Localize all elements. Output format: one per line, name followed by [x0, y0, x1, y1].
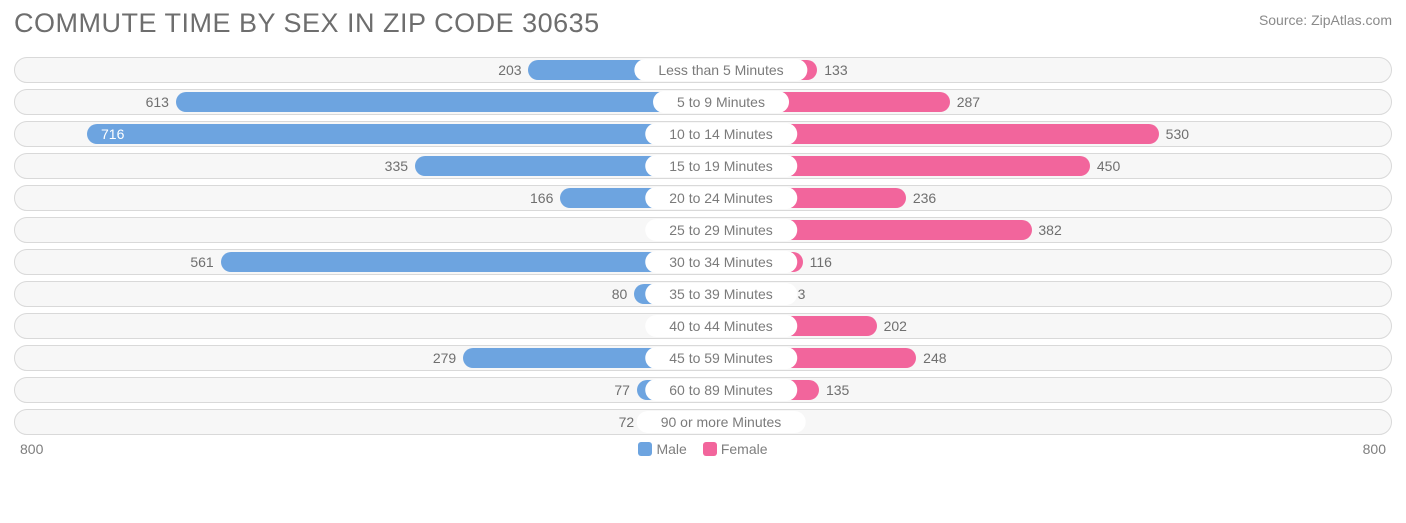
male-half: 3	[15, 314, 703, 338]
male-value: 561	[190, 250, 213, 274]
category-pill: 45 to 59 Minutes	[645, 347, 797, 369]
bar-row: 335 450 15 to 19 Minutes	[14, 153, 1392, 179]
male-bar	[176, 92, 703, 112]
bar-row: 716 530 10 to 14 Minutes	[14, 121, 1392, 147]
male-half: 203	[15, 58, 703, 82]
male-bar	[87, 124, 703, 144]
female-half: 202	[703, 314, 1391, 338]
bar-rows: 203 133 Less than 5 Minutes 613 287 5 to 9 Mi…	[14, 57, 1392, 435]
category-pill: 25 to 29 Minutes	[645, 219, 797, 241]
legend: Male Female	[638, 441, 767, 457]
male-half: 716	[15, 122, 703, 146]
bar-row: 77 135 60 to 89 Minutes	[14, 377, 1392, 403]
male-bar	[221, 252, 703, 272]
male-value: 77	[614, 378, 630, 402]
male-half: 27	[15, 218, 703, 242]
bar-row: 3 202 40 to 44 Minutes	[14, 313, 1392, 339]
axis-max-left: 800	[20, 441, 43, 457]
female-value: 248	[923, 346, 946, 370]
source-label: Source: ZipAtlas.com	[1259, 12, 1392, 28]
bar-row: 80 9335 to 39 Minutes	[14, 281, 1392, 307]
female-half: 382	[703, 218, 1391, 242]
chart-title: Commute Time By Sex in Zip Code 30635	[14, 8, 600, 39]
male-value: 716	[101, 122, 124, 146]
male-value: 335	[385, 154, 408, 178]
female-value: 287	[957, 90, 980, 114]
female-value: 236	[913, 186, 936, 210]
bar-row: 561 116 30 to 34 Minutes	[14, 249, 1392, 275]
legend-male-swatch	[638, 442, 652, 456]
female-half: 248	[703, 346, 1391, 370]
legend-male-label: Male	[656, 441, 686, 457]
category-pill: 40 to 44 Minutes	[645, 315, 797, 337]
footer: 800 Male Female 800	[14, 441, 1392, 457]
axis-max-right: 800	[1363, 441, 1386, 457]
legend-female: Female	[703, 441, 768, 457]
bar-row: 279 248 45 to 59 Minutes	[14, 345, 1392, 371]
male-half: 72	[15, 410, 703, 434]
male-half: 613	[15, 90, 703, 114]
bar-row: 166 236 20 to 24 Minutes	[14, 185, 1392, 211]
legend-male: Male	[638, 441, 686, 457]
male-half: 561	[15, 250, 703, 274]
male-value: 279	[433, 346, 456, 370]
male-value: 80	[612, 282, 628, 306]
category-pill: 30 to 34 Minutes	[645, 251, 797, 273]
category-pill: 20 to 24 Minutes	[645, 187, 797, 209]
female-value: 530	[1166, 122, 1189, 146]
female-half: 450	[703, 154, 1391, 178]
bar-row: 203 133 Less than 5 Minutes	[14, 57, 1392, 83]
bar-row: 27 382 25 to 29 Minutes	[14, 217, 1392, 243]
female-value: 116	[810, 250, 832, 274]
legend-female-label: Female	[721, 441, 768, 457]
female-half: 116	[703, 250, 1391, 274]
male-value: 166	[530, 186, 553, 210]
category-pill: 10 to 14 Minutes	[645, 123, 797, 145]
female-half: 135	[703, 378, 1391, 402]
female-half: 83	[703, 410, 1391, 434]
female-half: 287	[703, 90, 1391, 114]
male-value: 613	[146, 90, 169, 114]
bar-row: 72 8390 or more Minutes	[14, 409, 1392, 435]
male-half: 279	[15, 346, 703, 370]
category-pill: 60 to 89 Minutes	[645, 379, 797, 401]
female-value: 202	[884, 314, 907, 338]
female-value: 450	[1097, 154, 1120, 178]
bar-row: 613 287 5 to 9 Minutes	[14, 89, 1392, 115]
male-half: 77	[15, 378, 703, 402]
female-value: 135	[826, 378, 849, 402]
female-half: 236	[703, 186, 1391, 210]
legend-female-swatch	[703, 442, 717, 456]
header: Commute Time By Sex in Zip Code 30635 So…	[14, 8, 1392, 39]
male-half: 80	[15, 282, 703, 306]
male-half: 166	[15, 186, 703, 210]
female-value: 382	[1038, 218, 1061, 242]
female-value: 133	[824, 58, 847, 82]
female-half: 530	[703, 122, 1391, 146]
male-half: 335	[15, 154, 703, 178]
category-pill: 5 to 9 Minutes	[653, 91, 789, 113]
male-value: 203	[498, 58, 521, 82]
female-half: 93	[703, 282, 1391, 306]
category-pill: 15 to 19 Minutes	[645, 155, 797, 177]
male-value: 72	[619, 410, 635, 434]
category-pill: 90 or more Minutes	[637, 411, 806, 433]
chart-container: Commute Time By Sex in Zip Code 30635 So…	[0, 0, 1406, 523]
category-pill: 35 to 39 Minutes	[645, 283, 797, 305]
category-pill: Less than 5 Minutes	[634, 59, 807, 81]
